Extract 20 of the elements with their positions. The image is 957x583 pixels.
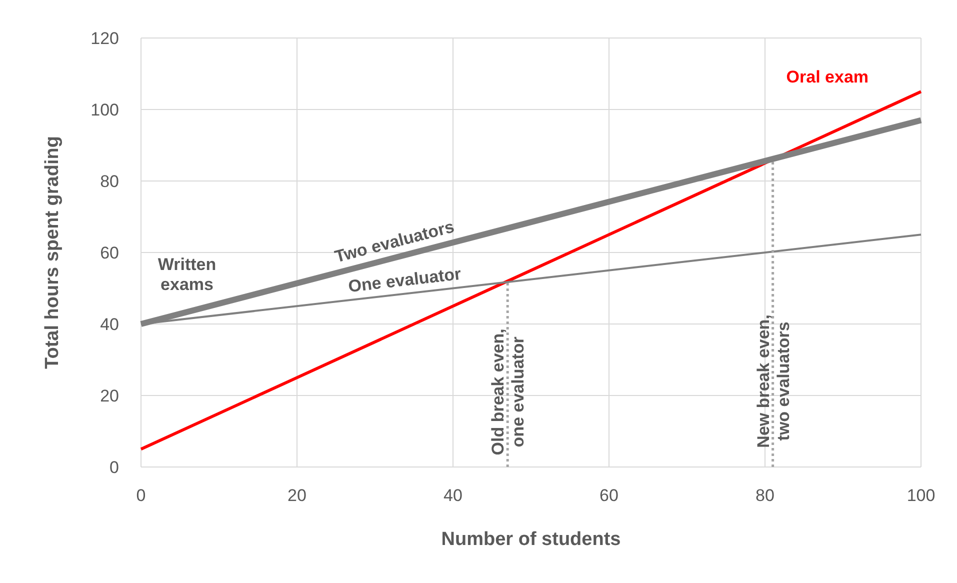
x-tick-label: 0 <box>136 486 146 505</box>
y-tick-label: 0 <box>110 458 119 477</box>
y-tick-label: 80 <box>100 172 119 191</box>
y-tick-label: 60 <box>100 244 119 262</box>
x-tick-label: 40 <box>444 486 462 505</box>
annotation: Written exams <box>158 255 216 294</box>
x-axis-title: Number of students <box>441 529 621 550</box>
y-tick-label: 20 <box>100 386 119 406</box>
y-axis-title: Total hours spent grading <box>42 136 63 369</box>
series-label: Oral exam <box>786 68 869 87</box>
x-tick-label: 100 <box>906 486 936 505</box>
x-tick-label: 80 <box>756 486 774 505</box>
text: One evaluator <box>347 264 462 296</box>
y-tick-label: 120 <box>90 29 119 48</box>
x-tick-label: 20 <box>288 486 306 505</box>
y-tick-label: 100 <box>90 100 119 120</box>
annotation: Old break even, one evaluator <box>488 328 528 456</box>
y-tick-label: 40 <box>100 315 119 334</box>
annotation: New break even, two evaluators <box>754 314 793 448</box>
x-tick-label: 60 <box>600 486 618 505</box>
